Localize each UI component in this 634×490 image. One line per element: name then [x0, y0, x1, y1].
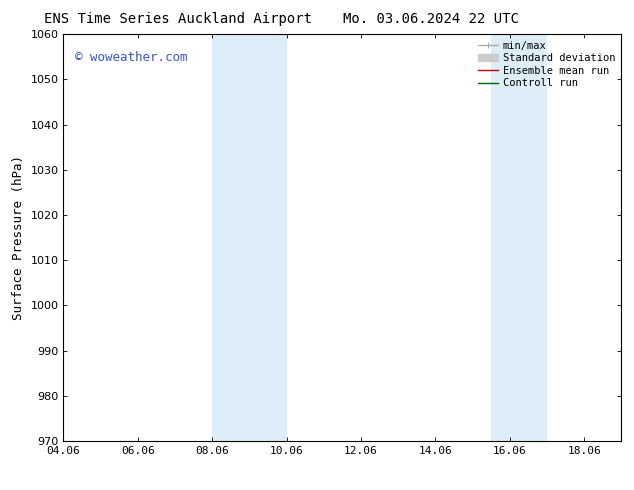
Legend: min/max, Standard deviation, Ensemble mean run, Controll run: min/max, Standard deviation, Ensemble me…	[474, 36, 619, 93]
Bar	[491, 34, 547, 441]
Text: © woweather.com: © woweather.com	[75, 50, 187, 64]
Bar	[212, 34, 287, 441]
Text: ENS Time Series Auckland Airport: ENS Time Series Auckland Airport	[44, 12, 311, 26]
Y-axis label: Surface Pressure (hPa): Surface Pressure (hPa)	[12, 155, 25, 320]
Text: Mo. 03.06.2024 22 UTC: Mo. 03.06.2024 22 UTC	[343, 12, 519, 26]
